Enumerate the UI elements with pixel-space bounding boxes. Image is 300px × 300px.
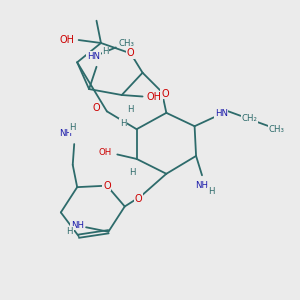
Text: HN: HN	[87, 52, 100, 61]
Text: H: H	[67, 226, 73, 236]
Text: OH: OH	[59, 35, 74, 45]
Text: H: H	[102, 47, 109, 56]
Text: OH: OH	[147, 92, 162, 101]
Text: H: H	[70, 123, 76, 132]
Text: NH: NH	[59, 129, 72, 138]
Text: OH: OH	[99, 148, 112, 158]
Text: H: H	[129, 168, 135, 177]
Text: O: O	[103, 181, 111, 191]
Text: H: H	[120, 119, 127, 128]
Text: H: H	[128, 105, 134, 114]
Text: O: O	[161, 88, 169, 98]
Text: CH₂: CH₂	[242, 114, 258, 123]
Text: O: O	[93, 103, 100, 113]
Text: CH₃: CH₃	[268, 125, 284, 134]
Text: CH₃: CH₃	[118, 38, 134, 47]
Text: NH: NH	[196, 181, 208, 190]
Text: O: O	[127, 48, 134, 59]
Text: NH: NH	[71, 221, 84, 230]
Text: H: H	[208, 187, 214, 196]
Text: O: O	[134, 194, 142, 204]
Text: HN: HN	[215, 109, 228, 118]
